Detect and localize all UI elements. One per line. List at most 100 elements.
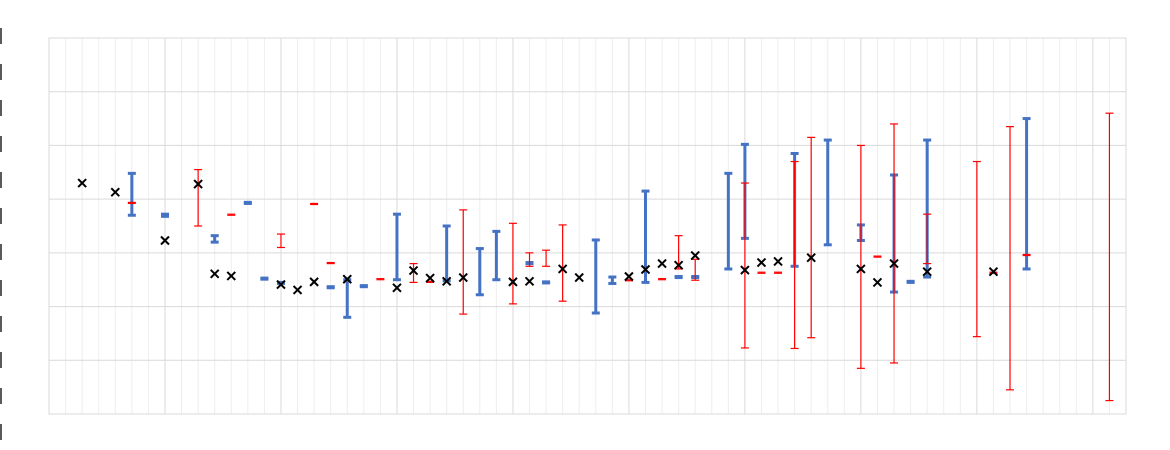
data-point-stroke xyxy=(673,260,684,270)
blue-error-bar xyxy=(475,247,484,297)
data-point-stroke xyxy=(524,276,535,287)
data-point xyxy=(425,273,435,283)
blue-error-bar xyxy=(160,212,169,218)
data-point xyxy=(110,187,120,197)
gridlines xyxy=(48,37,1127,415)
red-error-bar xyxy=(856,144,865,369)
blue-error-bar xyxy=(127,171,136,217)
data-point xyxy=(441,276,452,287)
data-point xyxy=(458,272,468,283)
blue-error-bar xyxy=(326,285,335,290)
red-error-bar xyxy=(558,224,567,302)
data-point xyxy=(408,265,419,276)
data-point-stroke xyxy=(856,264,866,274)
data-point xyxy=(392,283,402,293)
red-error-bar xyxy=(790,160,799,350)
data-point-stroke xyxy=(508,277,518,287)
data-point xyxy=(988,266,999,277)
data-point-stroke xyxy=(624,271,634,282)
data-point-stroke xyxy=(574,272,584,283)
data-point xyxy=(574,272,584,283)
data-point xyxy=(309,277,319,287)
blue-error-bar xyxy=(542,280,551,285)
red-error-bar xyxy=(1006,126,1015,391)
blue-error-bar xyxy=(243,200,252,205)
blue-error-bar xyxy=(641,189,650,284)
data-point-stroke xyxy=(160,235,170,246)
data-point xyxy=(557,264,568,274)
data-point xyxy=(872,277,883,288)
data-point-stroke xyxy=(458,272,468,283)
red-error-bar xyxy=(525,252,534,267)
red-error-bar xyxy=(376,278,385,281)
data-point-stroke xyxy=(557,264,568,274)
data-point xyxy=(524,276,535,287)
data-point xyxy=(657,258,667,269)
red-error-bar xyxy=(774,271,783,274)
data-point-stroke xyxy=(193,179,203,189)
data-point-stroke xyxy=(77,178,87,188)
data-point-stroke xyxy=(292,285,303,295)
data-point-stroke xyxy=(209,269,220,279)
blue-error-bar xyxy=(359,284,368,289)
data-point-stroke xyxy=(740,265,750,275)
data-point xyxy=(756,257,767,268)
data-point-stroke xyxy=(392,283,402,293)
red-error-bar xyxy=(409,263,418,283)
blue-error-bar xyxy=(591,238,600,315)
red-error-bar xyxy=(923,213,932,265)
red-error-bar xyxy=(542,249,551,267)
data-point-stroke xyxy=(110,187,120,197)
data-point xyxy=(276,279,286,290)
blue-error-bar xyxy=(608,275,617,285)
data-point xyxy=(160,235,170,246)
red-error-bar xyxy=(658,278,667,281)
data-point xyxy=(77,178,87,188)
blue-error-bar xyxy=(210,234,219,244)
data-point xyxy=(673,260,684,270)
plot-area-border xyxy=(48,37,1127,415)
data-point-stroke xyxy=(408,265,419,276)
red-error-bar xyxy=(1022,253,1031,257)
data-point-stroke xyxy=(756,257,767,268)
data-point xyxy=(889,258,899,269)
data-point xyxy=(922,266,932,277)
blue-error-bar xyxy=(1022,117,1031,271)
red-error-bar xyxy=(227,213,236,216)
red-error-bar xyxy=(459,209,468,315)
data-point xyxy=(209,269,220,279)
red-error-bar xyxy=(740,182,749,349)
data-point-stroke xyxy=(806,252,816,263)
data-point-stroke xyxy=(342,274,352,284)
data-point xyxy=(624,271,634,282)
blue-error-bar xyxy=(442,224,451,283)
data-point-stroke xyxy=(690,250,700,261)
data-point xyxy=(226,271,236,281)
red-error-bar xyxy=(508,222,517,305)
data-point xyxy=(193,179,203,189)
red-error-bar xyxy=(757,271,766,274)
data-point xyxy=(292,285,303,295)
blue-error-bar xyxy=(260,276,269,281)
red-error-bar xyxy=(807,136,816,339)
red-error-bar xyxy=(1105,112,1114,402)
data-point xyxy=(773,256,783,267)
data-point-stroke xyxy=(922,266,932,277)
data-point-stroke xyxy=(425,273,435,283)
data-point xyxy=(740,265,750,275)
red-error-bar xyxy=(310,202,319,206)
data-point-stroke xyxy=(309,277,319,287)
data-point xyxy=(690,250,700,261)
data-point-stroke xyxy=(889,258,899,269)
data-point-stroke xyxy=(226,271,236,281)
data-point-stroke xyxy=(657,258,667,269)
red-error-bar xyxy=(326,261,335,265)
blue-error-bar xyxy=(392,212,401,282)
blue-error-bar xyxy=(343,278,352,319)
blue-error-bar xyxy=(492,229,501,282)
red-error-bar xyxy=(194,169,203,227)
data-point xyxy=(508,277,518,287)
data-point-stroke xyxy=(773,256,783,267)
blue-error-bar xyxy=(724,171,733,271)
